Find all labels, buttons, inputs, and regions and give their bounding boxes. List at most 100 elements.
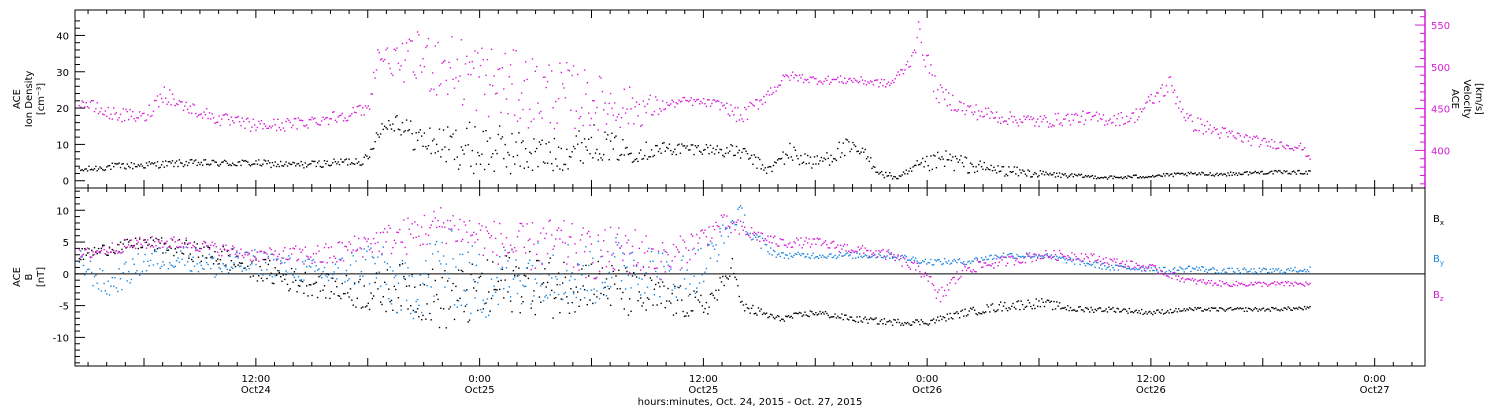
ion-density-point: [1123, 176, 1125, 179]
by-point: [1019, 256, 1021, 258]
by-point: [655, 270, 657, 273]
bx-point: [957, 312, 959, 315]
velocity-point: [1294, 146, 1296, 148]
bz-point: [1193, 280, 1195, 282]
by-point: [672, 283, 675, 286]
velocity-point: [306, 124, 308, 126]
by-point: [735, 224, 738, 226]
bz-point: [211, 241, 213, 243]
bz-point: [952, 277, 954, 279]
ion-density-point: [444, 146, 446, 148]
velocity-point: [215, 121, 217, 124]
velocity-point: [81, 100, 83, 102]
by-point: [80, 250, 82, 252]
ion-density-point: [640, 149, 642, 151]
ion-density-point: [300, 160, 302, 163]
velocity-point: [882, 85, 884, 87]
ion-density-point: [833, 157, 835, 160]
ion-density-point: [423, 132, 426, 134]
velocity-point: [531, 58, 534, 60]
ion-density-point: [203, 159, 205, 161]
bx-point: [126, 238, 128, 241]
ion-density-point: [1164, 175, 1166, 177]
bz-point: [538, 260, 541, 262]
ion-density-point: [214, 161, 216, 163]
ion-density-point: [1095, 178, 1098, 180]
ion-density-point: [574, 147, 576, 150]
velocity-point: [327, 123, 330, 126]
bx-point: [440, 307, 442, 309]
bz-point: [244, 254, 246, 256]
ion-density-point: [421, 135, 423, 137]
velocity-point: [377, 49, 379, 51]
bx-point: [915, 319, 917, 321]
bz-point: [686, 261, 688, 264]
ion-density-point: [954, 155, 957, 158]
ion-density-point: [162, 160, 164, 163]
velocity-point: [293, 118, 296, 120]
by-point: [919, 262, 921, 265]
ion-density-point: [280, 160, 282, 163]
ion-density-point: [218, 165, 220, 167]
by-point: [1224, 271, 1226, 273]
bz-point: [874, 254, 876, 256]
velocity-point: [492, 85, 494, 87]
velocity-point: [946, 105, 948, 107]
velocity-point: [1063, 118, 1065, 120]
ion-density-point: [449, 135, 452, 137]
bx-point: [423, 284, 426, 286]
bz-point: [614, 268, 616, 271]
bz-point: [704, 229, 706, 231]
by-point: [341, 257, 343, 259]
ion-density-point: [704, 148, 706, 151]
bz-point: [522, 225, 524, 227]
by-point: [930, 258, 932, 261]
bz-point: [1179, 280, 1181, 282]
by-point: [411, 275, 413, 278]
ion-density-point: [1089, 176, 1091, 178]
velocity-point: [415, 77, 417, 79]
bz-point: [221, 255, 223, 257]
ion-density-point: [666, 146, 668, 149]
bz-point: [605, 265, 608, 268]
ion-density-point: [826, 152, 828, 154]
bz-point: [637, 262, 639, 264]
bz-point: [774, 235, 776, 237]
bz-point: [1204, 282, 1206, 284]
velocity-point: [765, 93, 768, 96]
bz-point: [618, 227, 620, 229]
by-point: [975, 256, 977, 259]
bz-point: [839, 244, 842, 246]
velocity-point: [230, 116, 233, 118]
ion-density-point: [868, 160, 870, 163]
velocity-point: [259, 123, 261, 125]
ion-density-point: [729, 150, 731, 152]
by-point: [860, 255, 862, 257]
bz-point: [1089, 260, 1091, 263]
velocity-point: [475, 109, 478, 112]
velocity-point: [953, 109, 955, 112]
velocity-point: [1167, 91, 1169, 93]
by-point: [887, 251, 890, 254]
ion-density-point: [870, 157, 872, 159]
ion-density-point: [122, 163, 124, 165]
bx-point: [315, 281, 317, 283]
bz-point: [359, 247, 361, 249]
bx-point: [667, 287, 669, 290]
bx-point: [1173, 310, 1176, 312]
velocity-point: [575, 110, 577, 112]
velocity-point: [1179, 100, 1181, 103]
ion-density-point: [325, 163, 327, 165]
velocity-point: [441, 62, 443, 64]
ion-density-point: [956, 158, 958, 160]
velocity-point: [635, 101, 638, 103]
ion-density-point: [525, 148, 527, 150]
bz-point: [853, 251, 855, 253]
by-point: [377, 256, 379, 258]
bz-point: [182, 246, 185, 248]
bz-point: [166, 240, 168, 242]
bz-point: [693, 247, 695, 249]
by-point: [838, 254, 840, 256]
ion-density-point: [824, 158, 827, 161]
ion-density-point: [1028, 170, 1031, 172]
